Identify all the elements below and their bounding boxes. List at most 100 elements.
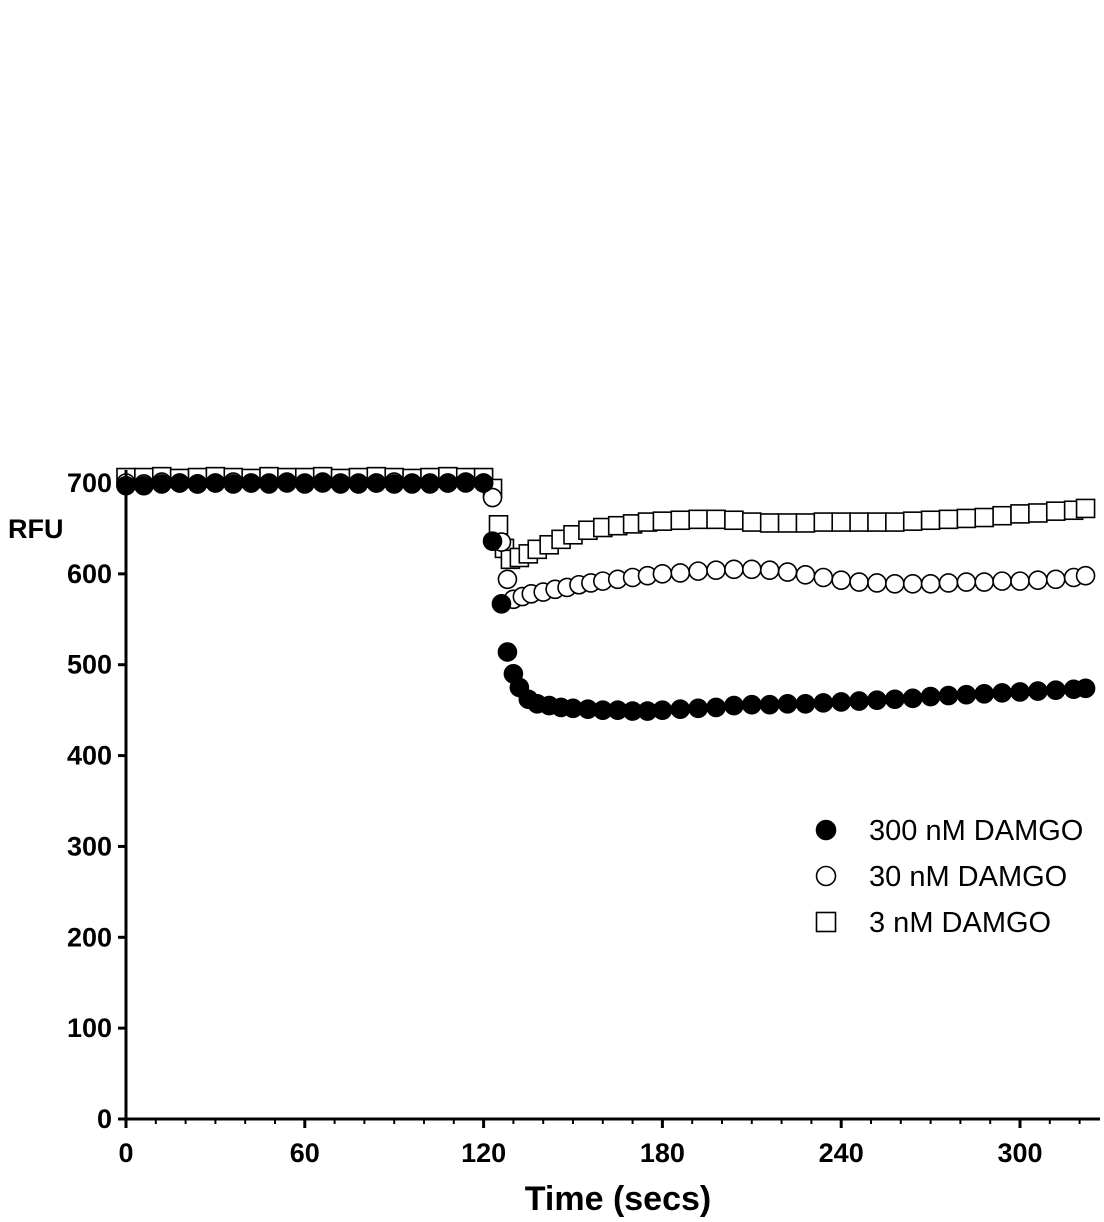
data-point — [956, 572, 977, 592]
data-point — [688, 509, 708, 530]
data-point — [777, 562, 798, 582]
data-point — [849, 512, 869, 532]
data-point — [497, 642, 518, 662]
data-point — [920, 574, 941, 594]
legend-item: 300 nM DAMGO — [815, 815, 1083, 847]
data-point — [455, 473, 476, 493]
data-point — [920, 510, 941, 531]
data-point — [902, 574, 923, 594]
data-point — [497, 569, 518, 590]
data-point — [813, 693, 834, 713]
series-0 — [116, 472, 1096, 721]
data-point — [134, 475, 154, 496]
data-point — [688, 698, 708, 719]
data-point — [956, 684, 977, 705]
data-point — [1075, 498, 1096, 519]
data-point — [974, 572, 995, 592]
data-point — [849, 691, 869, 711]
data-point — [652, 511, 673, 531]
data-point — [992, 505, 1012, 526]
data-point — [938, 509, 959, 530]
data-point — [670, 510, 691, 531]
data-point — [813, 512, 834, 532]
data-point — [652, 700, 673, 720]
data-point — [1010, 504, 1030, 524]
data-point — [384, 474, 405, 494]
legend-label: 30 nM DAMGO — [869, 861, 1067, 893]
data-point — [813, 567, 834, 588]
x-axis-title: Time (secs) — [525, 1180, 711, 1218]
data-point — [1010, 571, 1030, 591]
data-point — [741, 694, 762, 715]
data-point — [187, 474, 208, 494]
data-point — [473, 473, 494, 493]
x-tick-label: 120 — [461, 1138, 506, 1168]
data-point — [867, 690, 887, 710]
data-point — [348, 473, 369, 493]
data-point — [867, 512, 887, 532]
axes: 0 100 200 300 400 500 600 700 0 60 120 180 240 300 — [67, 468, 1100, 1168]
data-point — [1045, 569, 1066, 590]
data-point — [438, 473, 458, 493]
data-point — [241, 473, 261, 493]
x-tick-label: 240 — [819, 1138, 864, 1168]
data-point — [706, 509, 726, 530]
x-tick-label: 180 — [640, 1138, 685, 1168]
data-point — [902, 688, 923, 709]
data-point — [885, 689, 905, 710]
y-tick-label: 300 — [67, 831, 112, 861]
data-point — [831, 570, 852, 591]
data-point — [831, 512, 852, 532]
legend-marker — [815, 865, 837, 887]
data-point — [1075, 565, 1096, 586]
plot-area — [116, 466, 1096, 721]
data-point — [1028, 503, 1048, 523]
data-point — [902, 511, 923, 531]
data-point — [169, 473, 190, 493]
data-point — [724, 559, 744, 580]
data-point — [670, 563, 691, 583]
y-tick-label: 200 — [67, 922, 112, 952]
data-point — [312, 473, 333, 493]
data-point — [885, 574, 905, 594]
data-point — [938, 573, 959, 593]
data-point — [938, 685, 959, 706]
data-point — [920, 686, 941, 707]
data-point — [867, 573, 887, 593]
data-point — [277, 472, 297, 492]
y-tick-label: 500 — [67, 650, 112, 680]
y-tick-label: 700 — [67, 468, 112, 498]
data-point — [488, 514, 509, 535]
data-point — [795, 513, 816, 533]
data-point — [759, 513, 780, 533]
data-point — [330, 474, 351, 494]
data-point — [223, 474, 244, 494]
data-point — [491, 594, 512, 614]
data-point — [482, 531, 503, 551]
data-point — [706, 560, 726, 581]
y-tick-label: 400 — [67, 741, 112, 771]
data-point — [205, 473, 226, 493]
data-point — [759, 560, 780, 581]
data-point — [741, 559, 762, 580]
data-point — [402, 473, 422, 493]
data-point — [670, 699, 691, 720]
data-point — [992, 683, 1012, 703]
data-point — [420, 474, 440, 494]
data-point — [366, 473, 387, 493]
data-point — [795, 693, 816, 714]
data-point — [974, 683, 995, 704]
legend-marker — [815, 819, 837, 841]
legend-label: 300 nM DAMGO — [869, 815, 1083, 847]
data-point — [885, 512, 905, 532]
data-point — [652, 564, 673, 584]
data-point — [1045, 501, 1066, 521]
y-tick-label: 100 — [67, 1013, 112, 1043]
data-point — [259, 473, 279, 493]
data-point — [741, 512, 762, 532]
x-tick-label: 60 — [290, 1138, 320, 1168]
legend-item: 30 nM DAMGO — [815, 861, 1067, 893]
legend-item: 3 nM DAMGO — [815, 907, 1051, 939]
data-point — [1045, 680, 1066, 700]
data-point — [992, 571, 1012, 591]
